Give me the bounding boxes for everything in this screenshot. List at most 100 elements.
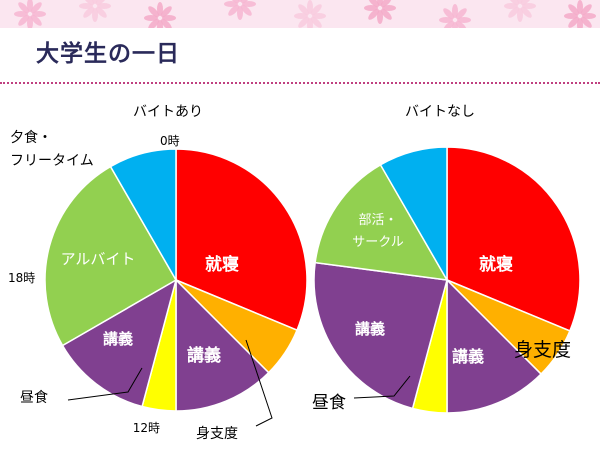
chart2-slices xyxy=(313,146,581,414)
flower-petal xyxy=(508,6,520,18)
flower-petal xyxy=(508,0,520,6)
flower-petal xyxy=(144,15,158,21)
flower-petal xyxy=(307,18,313,28)
flower-petal xyxy=(364,5,378,11)
chart2-label-lunch: 昼食 xyxy=(312,393,346,413)
flower-petal xyxy=(455,20,467,28)
flower-petal xyxy=(240,0,252,4)
flower-petal xyxy=(240,4,252,16)
chart1-slice-4 xyxy=(61,278,178,408)
flower-petal xyxy=(520,0,532,6)
flower-petal xyxy=(30,14,42,26)
flower-petal xyxy=(568,16,580,28)
flower-petal xyxy=(237,6,243,20)
flower-petal xyxy=(14,11,28,17)
chart2-slice-0 xyxy=(446,146,581,332)
flower-petal xyxy=(160,18,172,28)
chart2-lunch-leader xyxy=(353,375,411,399)
flower-petal xyxy=(457,17,471,23)
flower-petal xyxy=(580,16,592,28)
flower-petal xyxy=(577,18,583,28)
flower-petal xyxy=(148,18,160,28)
flower-petal xyxy=(162,15,176,21)
flower-petal xyxy=(452,4,458,18)
chart1-labels: 就寝 アルバイト 講義 講義 夕食・ フリータイム 昼食 身支度 0時 12時 … xyxy=(8,129,273,442)
flower-petal xyxy=(455,8,467,20)
chart1-lunch-leader xyxy=(67,367,143,401)
dotted-divider xyxy=(0,82,600,84)
chart1-label-lunch: 昼食 xyxy=(20,389,48,406)
flower-petal xyxy=(520,6,532,18)
chart2-label-club-line2: サークル xyxy=(352,235,404,250)
flower-petal xyxy=(27,0,33,12)
flower-petal xyxy=(298,4,310,16)
flower-petal xyxy=(157,2,163,16)
pie-chart-with-job: バイトあり 就寝 アルバイト 講義 講義 夕食・ フリータイム 昼食 身支度 0… xyxy=(8,104,308,442)
flower-petal xyxy=(564,13,578,19)
chart2-slice-4 xyxy=(313,261,448,410)
flower-petal xyxy=(377,0,383,6)
flower-petal xyxy=(522,3,536,9)
flower-petal xyxy=(380,0,392,8)
flower-petal xyxy=(228,4,240,16)
flower-petal xyxy=(242,1,256,7)
flower-petal xyxy=(160,6,172,18)
chart1-label-job: アルバイト xyxy=(61,250,136,268)
flower-petal xyxy=(294,13,308,19)
chart1-slices xyxy=(44,148,308,412)
chart1-label-sleep: 就寝 xyxy=(205,254,239,275)
flower-petal xyxy=(443,20,455,28)
chart1-time-12: 12時 xyxy=(133,421,160,435)
flower-petal xyxy=(382,5,396,11)
flower-petal xyxy=(224,1,238,7)
flower-petal xyxy=(92,8,98,22)
chart2-label-club-line1: 部活・ xyxy=(358,213,397,228)
flower-petal xyxy=(97,3,111,9)
flower-petal xyxy=(228,0,240,4)
flower-pattern xyxy=(14,0,596,28)
flower-petal xyxy=(18,2,30,14)
decorative-banner xyxy=(0,0,600,28)
chart2-slice-6 xyxy=(379,146,448,283)
flower-petal xyxy=(504,3,518,9)
flower-petal xyxy=(307,0,313,14)
flower-petal xyxy=(452,22,458,28)
chart1-slice-5 xyxy=(44,165,178,347)
chart1-prep-leader xyxy=(245,339,273,427)
flower-petal xyxy=(582,13,596,19)
flower-petal xyxy=(310,4,322,16)
pie-chart-without-job: バイトなし 就寝 講義 講義 部活・ サークル 身支度 昼食 xyxy=(312,104,581,414)
chart1-slice-0 xyxy=(175,148,308,332)
flower-petal xyxy=(517,8,523,22)
flower-petal xyxy=(377,10,383,24)
chart1-slice-2 xyxy=(175,278,270,412)
flower-petal xyxy=(443,8,455,20)
flower-petal xyxy=(79,3,93,9)
flower-petal xyxy=(95,0,107,6)
flower-petal xyxy=(32,11,46,17)
flower-petal xyxy=(568,4,580,16)
chart1-label-dinner-line1: 夕食・ xyxy=(10,129,52,146)
flower-petal xyxy=(368,0,380,8)
chart1-slice-6 xyxy=(109,148,177,283)
flower-petal xyxy=(298,16,310,28)
flower-petal xyxy=(83,6,95,18)
chart1-time-0: 0時 xyxy=(160,134,180,148)
flower-petal xyxy=(380,8,392,20)
chart2-labels: 就寝 講義 講義 部活・ サークル 身支度 昼食 xyxy=(312,213,571,413)
flower-petal xyxy=(577,0,583,14)
chart1-time-18: 18時 xyxy=(8,271,35,285)
chart1-label-dinner-line2: フリータイム xyxy=(10,153,94,169)
page-title: 大学生の一日 xyxy=(36,41,180,67)
flower-petal xyxy=(30,2,42,14)
chart1-title: バイトあり xyxy=(133,104,203,120)
flower-petal xyxy=(580,4,592,16)
chart1-label-lecture-b: 講義 xyxy=(187,345,221,366)
flower-petal xyxy=(312,13,326,19)
flower-petal xyxy=(148,6,160,18)
chart2-label-lecture-b: 講義 xyxy=(452,347,484,366)
flower-petal xyxy=(83,0,95,6)
flower-petal xyxy=(517,0,523,4)
flower-petal xyxy=(439,17,453,23)
